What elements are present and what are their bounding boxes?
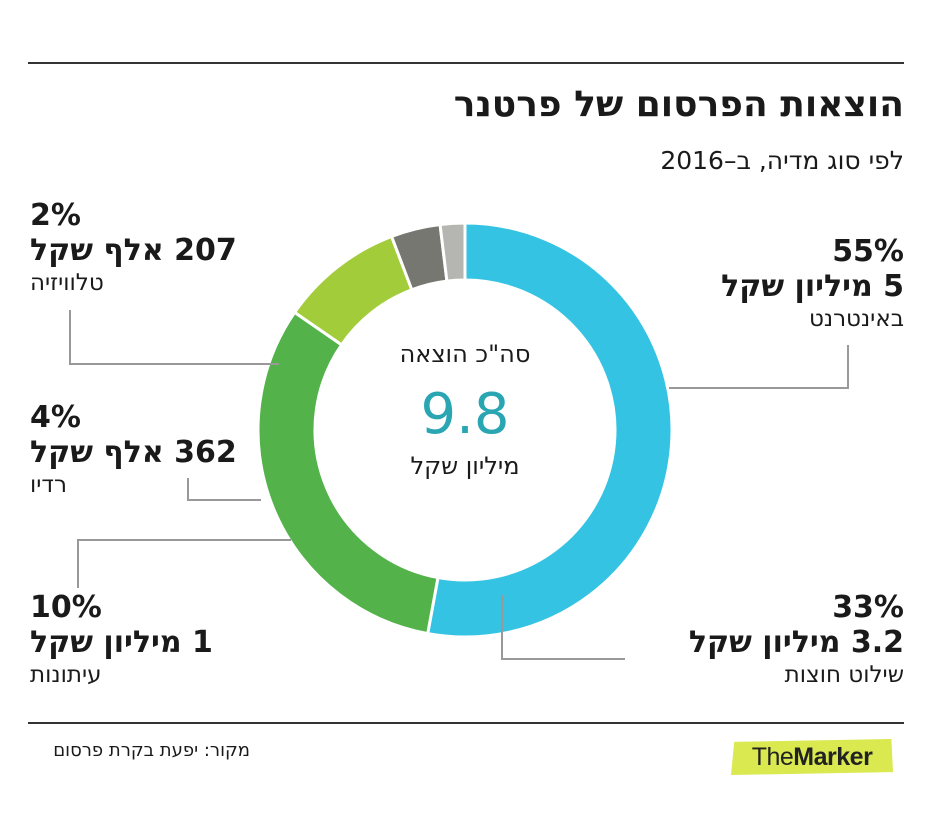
internet-amount: 5 מיליון שקל xyxy=(721,269,904,304)
leader-line-radio xyxy=(187,478,261,501)
chart-subtitle: לפי סוג מדיה, ב–2016 xyxy=(660,146,904,175)
leader-line-newspapers xyxy=(77,539,291,588)
outdoor-percent: 33% xyxy=(832,590,904,625)
internet-media: באינטרנט xyxy=(808,306,904,332)
leader-line-outdoor xyxy=(501,595,625,660)
total-value: 9.8 xyxy=(420,382,510,447)
logo-light-text: The xyxy=(751,743,794,771)
bottom-divider xyxy=(28,722,904,724)
radio-amount: 362 אלף שקל xyxy=(30,435,237,470)
tv-percent: 2% xyxy=(30,198,81,233)
label-internet: 55% 5 מיליון שקל באינטרנט xyxy=(721,234,904,334)
leader-line-tv xyxy=(69,310,279,365)
radio-media: רדיו xyxy=(30,472,67,498)
total-unit: מיליון שקל xyxy=(410,452,520,480)
logo-bold-text: Marker xyxy=(793,743,873,771)
chart-title: הוצאות הפרסום של פרטנר xyxy=(453,84,904,125)
label-newspapers: 10% 1 מיליון שקל עיתונות xyxy=(30,590,213,690)
slice-internet xyxy=(425,221,674,639)
total-caption: סה"כ הוצאה xyxy=(399,340,531,368)
source-note: מקור: יפעת בקרת פרסום xyxy=(53,740,250,761)
newspapers-media: עיתונות xyxy=(30,662,102,688)
label-radio: 4% 362 אלף שקל רדיו xyxy=(30,400,237,500)
label-outdoor: 33% 3.2 מיליון שקל שילוט חוצות xyxy=(689,590,904,690)
radio-percent: 4% xyxy=(30,400,81,435)
top-divider xyxy=(28,62,904,64)
newspapers-amount: 1 מיליון שקל xyxy=(30,625,213,660)
slice-outdoor xyxy=(256,310,440,636)
outdoor-amount: 3.2 מיליון שקל xyxy=(688,625,904,660)
tv-media: טלוויזיה xyxy=(30,270,104,296)
themarker-logo: TheMarker xyxy=(731,739,893,775)
slice-tv xyxy=(438,221,467,283)
label-tv: 2% 207 אלף שקל טלוויזיה xyxy=(30,198,237,298)
leader-line-internet xyxy=(669,345,849,389)
tv-amount: 207 אלף שקל xyxy=(30,233,237,268)
internet-percent: 55% xyxy=(832,234,904,269)
newspapers-percent: 10% xyxy=(30,590,102,625)
outdoor-media: שילוט חוצות xyxy=(784,662,904,688)
